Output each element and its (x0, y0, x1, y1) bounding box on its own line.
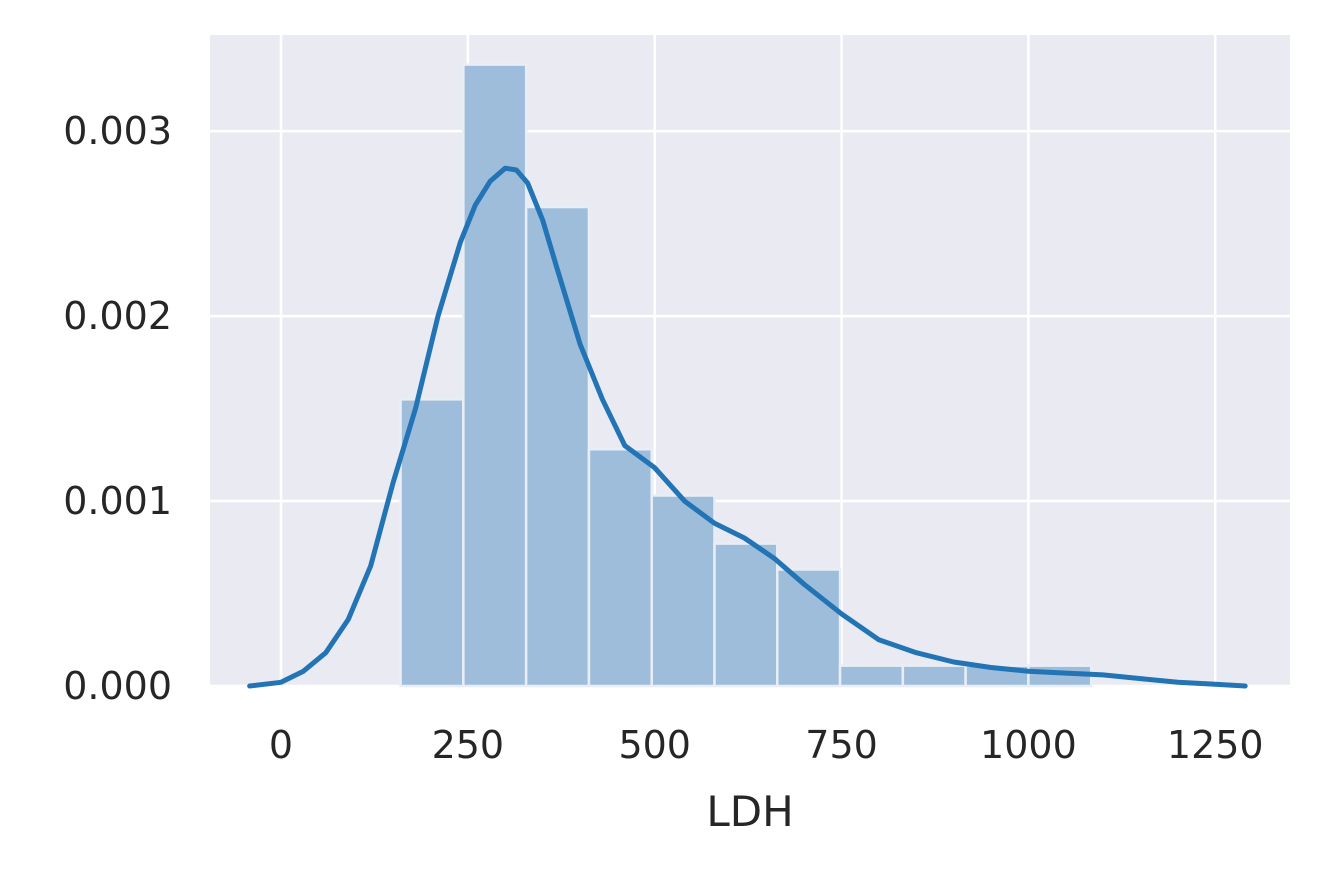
y-tick-label: 0.003 (63, 109, 172, 153)
histogram-bar (650, 494, 716, 688)
x-tick-label: 750 (805, 723, 878, 767)
x-tick-labels: 0 250 500 750 1000 1250 (269, 723, 1264, 767)
histogram-bars (399, 63, 1093, 688)
y-tick-label: 0.002 (63, 294, 172, 338)
x-tick-label: 250 (432, 723, 505, 767)
histogram-bar (399, 398, 465, 688)
y-tick-label: 0.001 (63, 479, 172, 523)
histogram-bar (713, 542, 779, 688)
histogram-bar (462, 63, 528, 688)
histogram-bar (901, 664, 967, 688)
x-tick-label: 1250 (1167, 723, 1264, 767)
x-tick-label: 500 (618, 723, 691, 767)
x-axis-label: LDH (706, 787, 793, 836)
kde-curve (247, 165, 1248, 689)
x-tick-label: 1000 (980, 723, 1077, 767)
histogram-bar (524, 205, 591, 688)
histogram-bar (587, 448, 653, 688)
x-tick-label: 0 (269, 723, 293, 767)
y-tick-labels: 0.000 0.001 0.002 0.003 (63, 109, 172, 708)
y-tick-label: 0.000 (63, 664, 172, 708)
histogram-bar (838, 664, 905, 688)
